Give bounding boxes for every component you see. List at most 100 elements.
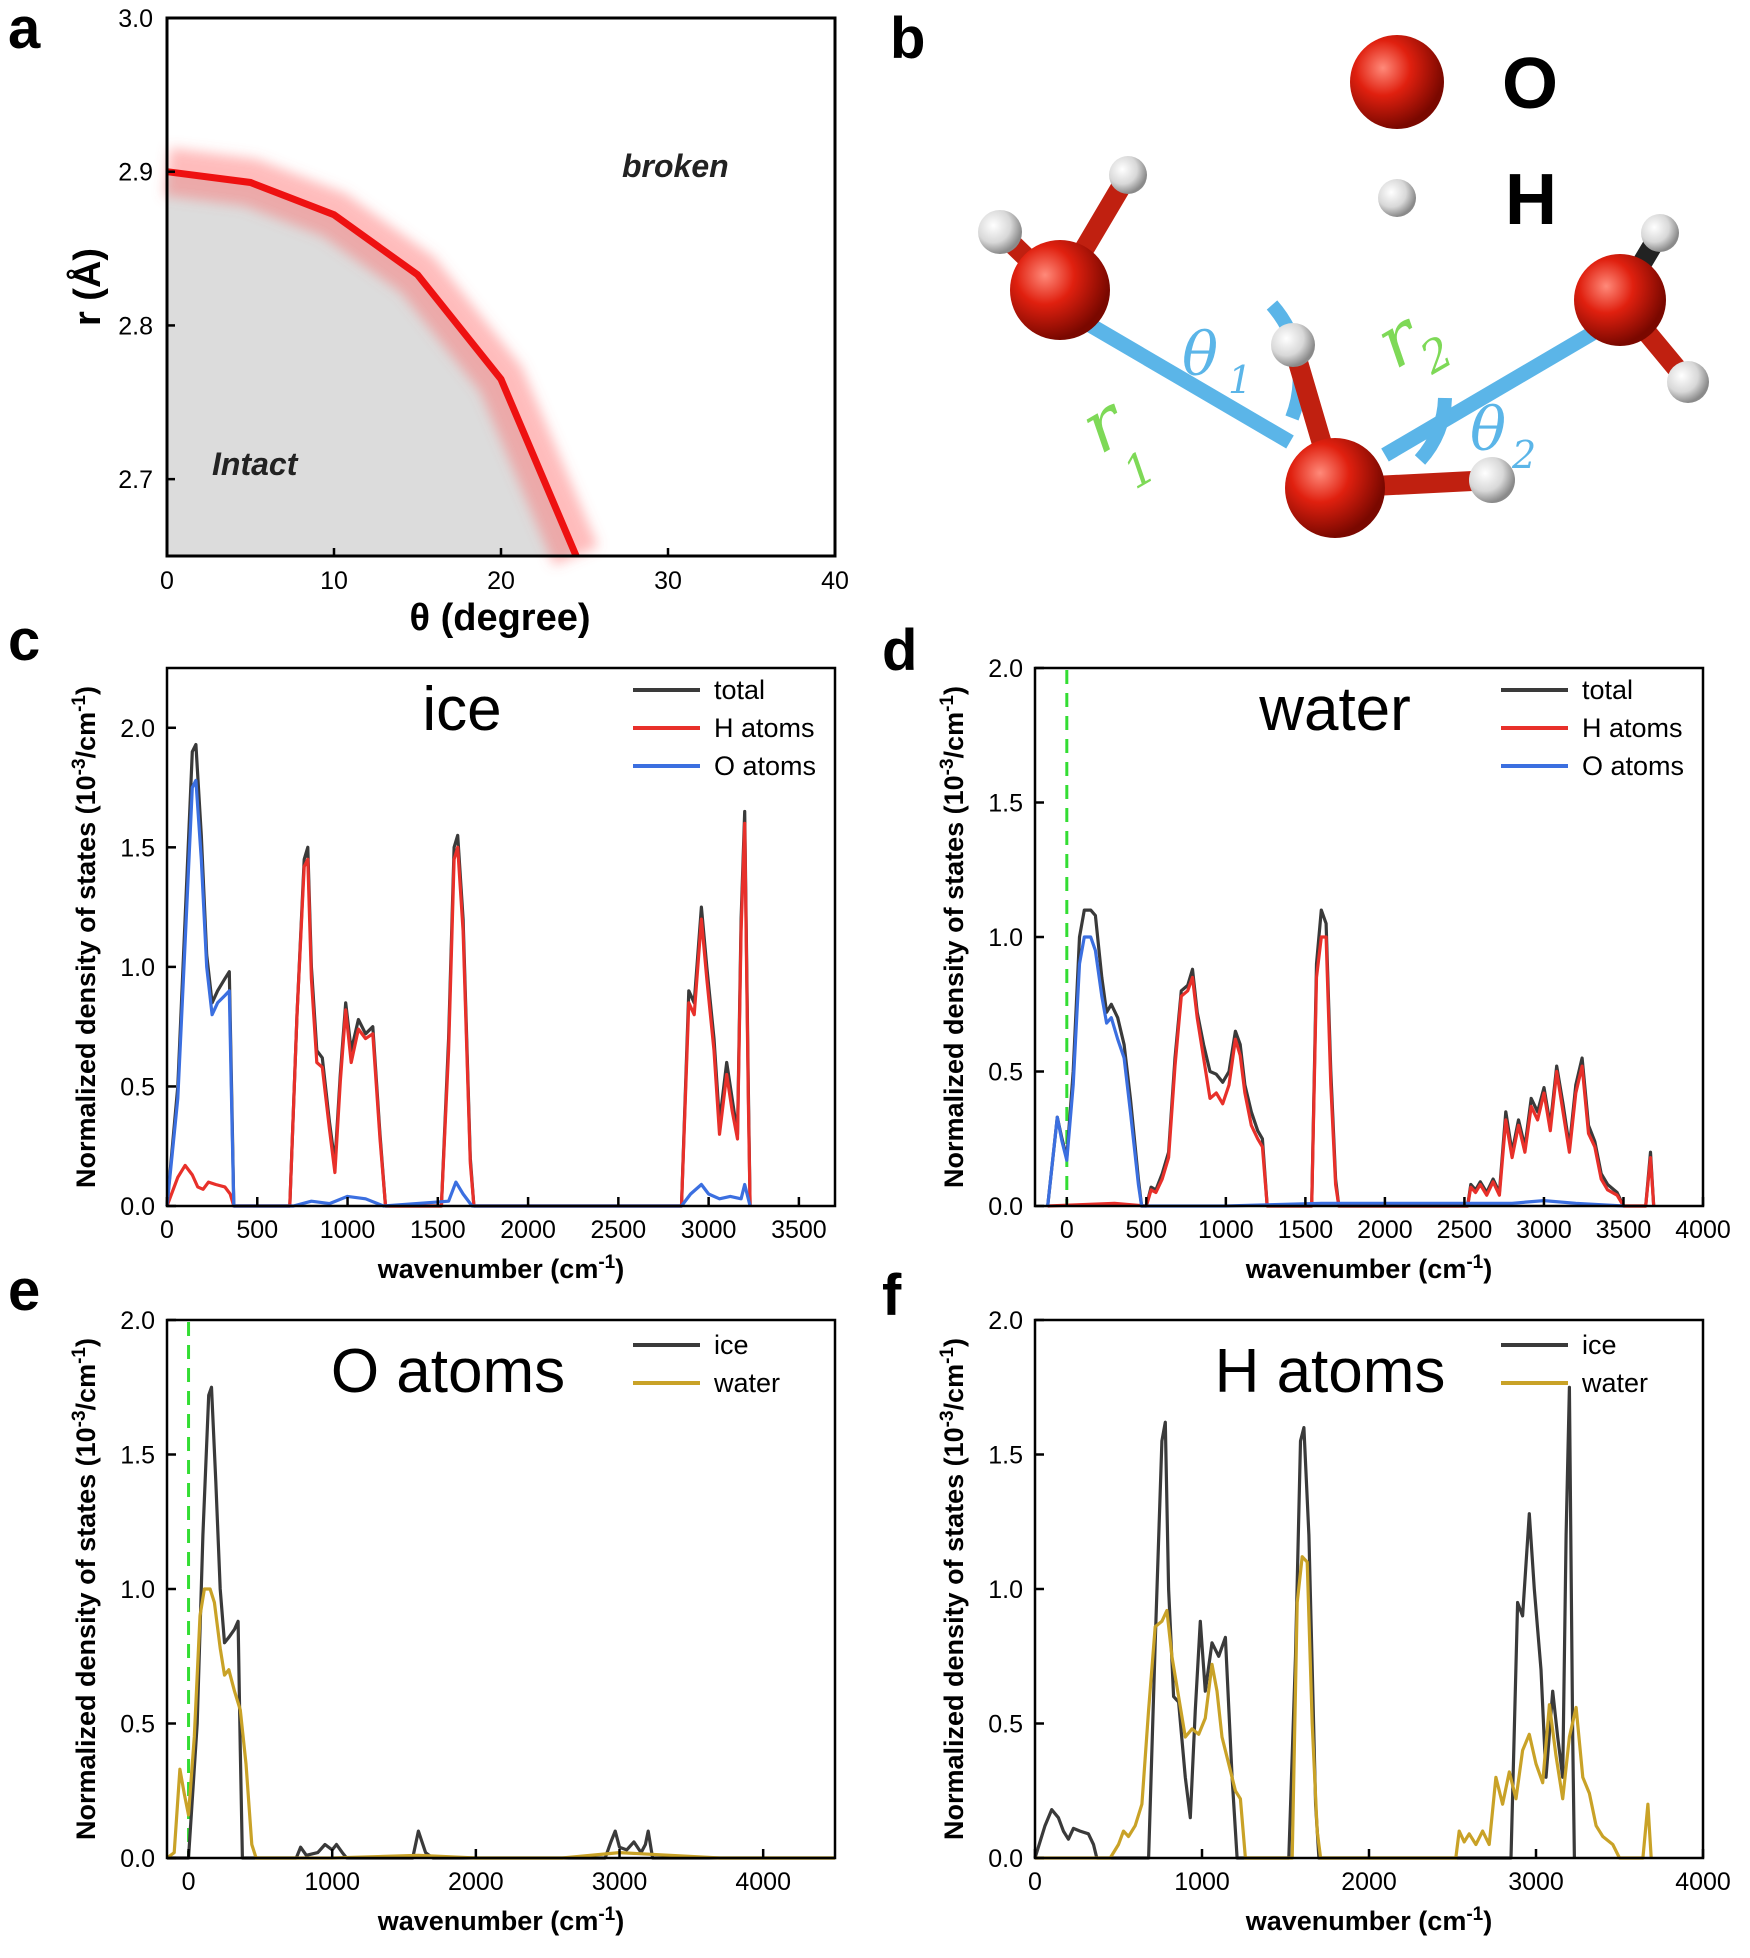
legend-oxygen-label: O (1502, 44, 1558, 124)
panel-f-chart: 0 1000 2000 3000 4000 0.0 0.5 1.0 1.5 2.0 H atoms i… (937, 1307, 1731, 1936)
y-tick-label: 1.5 (120, 1442, 155, 1470)
y-tick-label: 0.5 (120, 1711, 155, 1739)
oxygen-atom (1285, 438, 1385, 538)
series-line-total (165, 742, 752, 1208)
series-line-h-atoms (1047, 935, 1656, 1208)
y-tick-label: 1.5 (988, 790, 1023, 818)
hydrogen-atom (1667, 361, 1709, 403)
legend-label: water (1581, 1368, 1648, 1398)
x-axis-label: wavenumber (cm-1) (1245, 1904, 1492, 1937)
y-axis-label: Normalized density of states (10-3/cm-1) (937, 1338, 970, 1840)
panel-label-d: d (882, 618, 917, 683)
panel-label-a: a (8, 0, 41, 61)
y-tick-label: 0.0 (988, 1193, 1023, 1221)
legend-label: total (1582, 675, 1633, 705)
x-tick-label: 1500 (1278, 1216, 1334, 1244)
series-line-water (1035, 1555, 1653, 1860)
x-axis-label: θ (degree) (409, 597, 590, 639)
y-tick-label: 0.0 (120, 1845, 155, 1873)
panel-b-molecule-diagram: O H θ 1 θ 2 r 1 r 2 (978, 35, 1709, 538)
x-tick-label: 0 (1060, 1216, 1074, 1244)
hydrogen-atom (1641, 214, 1679, 252)
x-tick-label: 2000 (500, 1216, 556, 1244)
legend-label: ice (1582, 1330, 1617, 1360)
x-tick-label: 500 (236, 1216, 278, 1244)
panel-label-b: b (890, 6, 925, 71)
legend-oxygen-icon (1350, 35, 1444, 129)
panel-a-chart: 0 10 20 30 40 2.7 2.8 2.9 3.0 broken Intact θ (d… (65, 5, 849, 639)
theta2-symbol: θ (1470, 395, 1506, 465)
y-tick-label: 1.5 (120, 834, 155, 862)
x-tick-label: 30 (654, 567, 682, 595)
y-tick-label: 2.0 (988, 1307, 1023, 1335)
boundary-curve (166, 168, 580, 558)
series-line-ice (167, 1385, 835, 1860)
y-tick-label: 2.8 (118, 312, 153, 340)
x-tick-label: 1000 (304, 1868, 360, 1896)
legend-label: H atoms (714, 713, 815, 743)
y-tick-label: 2.7 (118, 466, 153, 494)
x-tick-label: 3000 (1516, 1216, 1572, 1244)
panel-label-c: c (8, 608, 40, 673)
plot-frame (1033, 666, 1705, 1208)
series-line-total (1046, 908, 1656, 1208)
chart-title: O atoms (331, 1337, 565, 1406)
hydrogen-atom (1109, 156, 1147, 194)
series-line-water (166, 1587, 835, 1860)
theta1-subscript: 1 (1228, 358, 1252, 402)
x-axis-label: wavenumber (cm-1) (377, 1252, 624, 1285)
y-tick-label: 2.0 (988, 655, 1023, 683)
x-tick-label: 2000 (448, 1868, 504, 1896)
y-tick-label: 0.5 (120, 1073, 155, 1101)
y-tick-label: 0.5 (988, 1059, 1023, 1087)
theta2-subscript: 2 (1511, 433, 1536, 477)
x-tick-label: 3000 (1508, 1868, 1564, 1896)
oxygen-atom (1574, 254, 1666, 346)
y-tick-label: 3.0 (118, 5, 153, 33)
y-axis-label: r (Å) (65, 248, 109, 326)
x-tick-label: 4000 (1675, 1868, 1731, 1896)
legend-label: total (714, 675, 765, 705)
legend-label: H atoms (1582, 713, 1683, 743)
intact-region (167, 171, 577, 556)
broken-label: broken (622, 148, 729, 184)
x-tick-label: 40 (821, 567, 849, 595)
series-line-h-atoms (165, 821, 752, 1208)
panel-c-chart: 0 500 1000 1500 2000 2500 3000 3500 0.0 0.5 1.0 1.5… (69, 666, 837, 1285)
y-axis-label: Normalized density of states (10-3/cm-1) (69, 686, 102, 1188)
hydrogen-atom (978, 210, 1022, 254)
y-tick-label: 2.9 (118, 159, 153, 187)
x-tick-label: 0 (160, 567, 174, 595)
y-axis-label: Normalized density of states (10-3/cm-1) (69, 1338, 102, 1840)
x-axis-label: wavenumber (cm-1) (377, 1904, 624, 1937)
series-line-ice (1033, 1385, 1576, 1860)
x-tick-label: 2500 (591, 1216, 647, 1244)
x-tick-label: 3500 (1596, 1216, 1652, 1244)
y-tick-label: 0.0 (988, 1845, 1023, 1873)
x-tick-label: 4000 (1675, 1216, 1731, 1244)
x-tick-label: 2000 (1357, 1216, 1413, 1244)
x-tick-label: 3000 (681, 1216, 737, 1244)
x-axis-label: wavenumber (cm-1) (1245, 1252, 1492, 1285)
panel-d-chart: 0 500 1000 1500 2000 2500 3000 3500 4000 0.0 0.5 1.… (937, 655, 1731, 1284)
panel-e-chart: 0 1000 2000 3000 4000 0.0 0.5 1.0 1.5 2.0 O atoms i… (69, 1307, 837, 1937)
x-tick-label: 1000 (1174, 1868, 1230, 1896)
hydrogen-atom (1469, 457, 1515, 503)
chart-title: water (1258, 675, 1411, 744)
x-tick-label: 3000 (592, 1868, 648, 1896)
angle-arc-2 (1414, 397, 1452, 465)
x-tick-label: 1000 (320, 1216, 376, 1244)
y-tick-label: 0.5 (988, 1711, 1023, 1739)
panel-label-e: e (8, 1258, 40, 1323)
y-axis-label: Normalized density of states (10-3/cm-1) (937, 686, 970, 1188)
chart-title: ice (422, 675, 501, 744)
legend-label: O atoms (714, 751, 816, 781)
y-tick-label: 1.0 (988, 924, 1023, 952)
legend-label: water (713, 1368, 780, 1398)
chart-title: H atoms (1215, 1337, 1446, 1406)
x-tick-label: 10 (320, 567, 348, 595)
x-tick-label: 4000 (735, 1868, 791, 1896)
theta1-symbol: θ (1182, 320, 1218, 390)
plot-frame (165, 666, 837, 1208)
